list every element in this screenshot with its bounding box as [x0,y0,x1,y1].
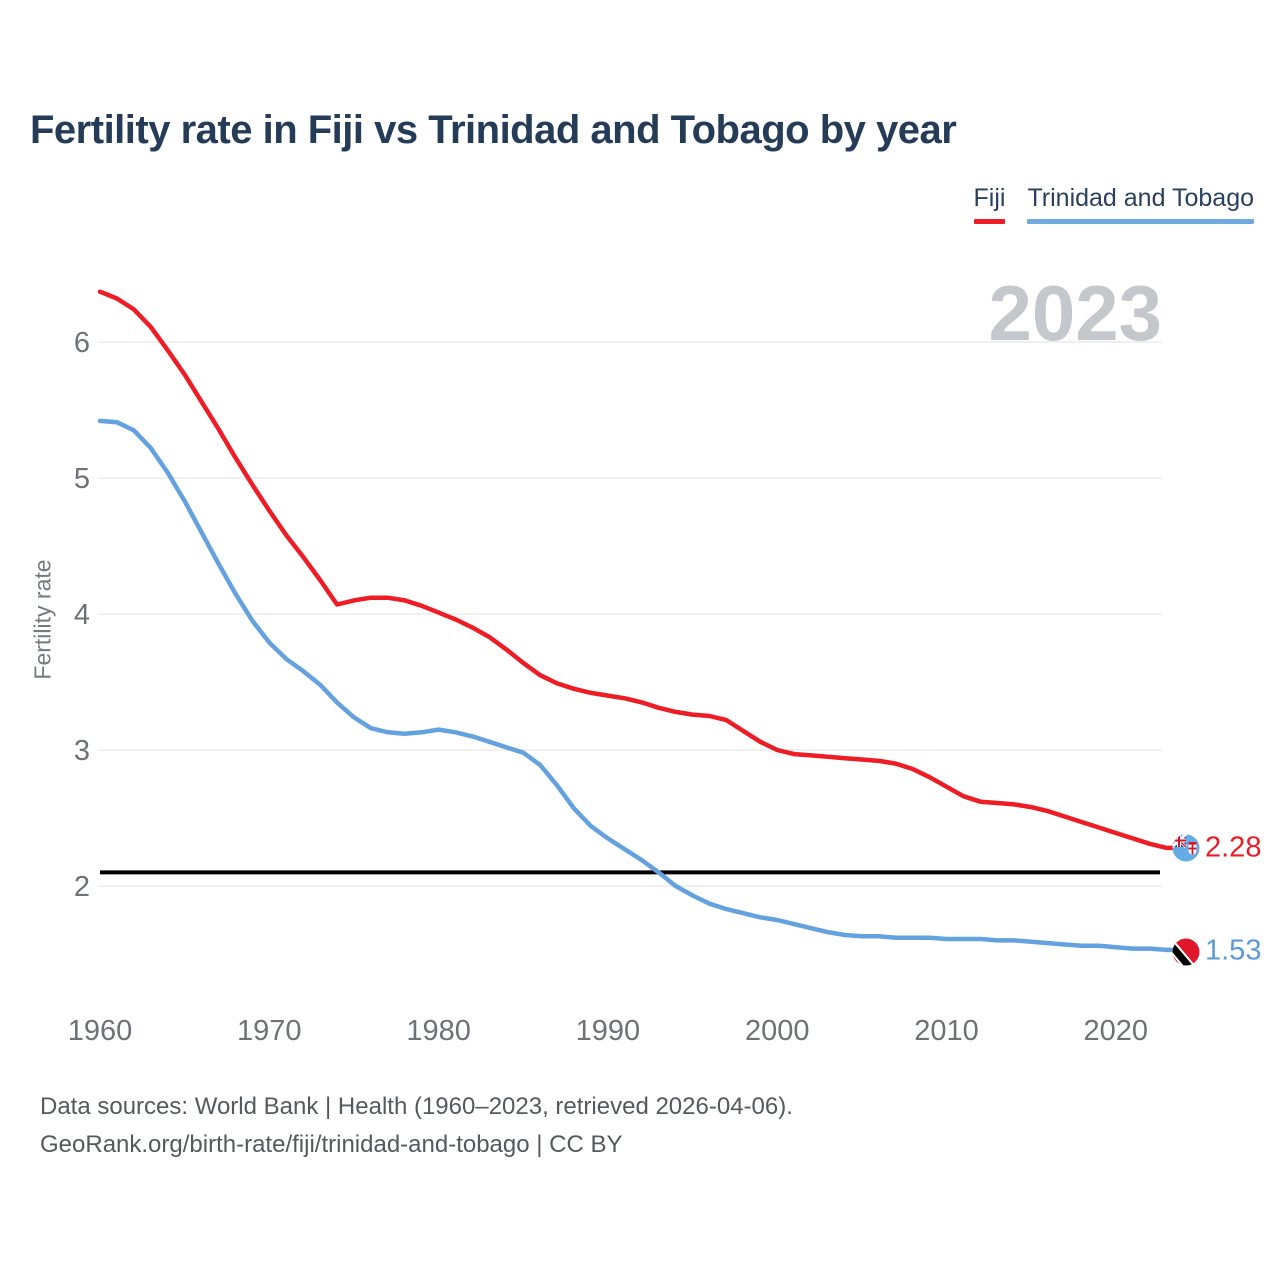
footer-attribution: GeoRank.org/birth-rate/fiji/trinidad-and… [40,1131,623,1158]
x-tick-label: 1990 [576,1015,641,1047]
x-tick-label: 2020 [1084,1015,1149,1047]
legend-underline-trinidad-and-tobago [1027,219,1254,224]
x-tick-label: 2010 [914,1015,979,1047]
series-line-fiji [97,289,1175,851]
x-tick-label: 2000 [745,1015,810,1047]
y-tick-label: 5 [74,463,90,495]
legend-item-fiji[interactable]: Fiji [973,184,1006,224]
trinidad-and-tobago-flag-icon [1172,938,1200,966]
watermark-year: 2023 [988,269,1162,357]
y-tick-label: 3 [74,735,90,767]
legend-label-trinidad-and-tobago: Trinidad and Tobago [1027,184,1254,212]
x-tick-label: 1960 [68,1015,133,1047]
legend-underline-fiji [973,219,1006,224]
legend: Fiji Trinidad and Tobago [973,184,1254,224]
footer-data-sources: Data sources: World Bank | Health (1960–… [40,1093,793,1120]
fiji-flag-icon [1172,834,1200,862]
legend-label-fiji: Fiji [973,184,1006,212]
page-title: Fertility rate in Fiji vs Trinidad and T… [30,108,957,152]
y-tick-label: 6 [74,327,90,359]
series-line-trinidad-and-tobago [97,418,1175,953]
x-tick-label: 1980 [406,1015,471,1047]
y-tick-label: 4 [74,599,90,631]
end-value-trinidad-and-tobago: 1.53 [1205,934,1262,967]
end-value-fiji: 2.28 [1205,831,1262,864]
footer: Data sources: World Bank | Health (1960–… [40,1088,1140,1164]
x-tick-label: 1970 [237,1015,302,1047]
legend-item-trinidad-and-tobago[interactable]: Trinidad and Tobago [1027,184,1254,224]
y-axis-title: Fertility rate [29,559,56,680]
y-tick-label: 2 [74,871,90,903]
